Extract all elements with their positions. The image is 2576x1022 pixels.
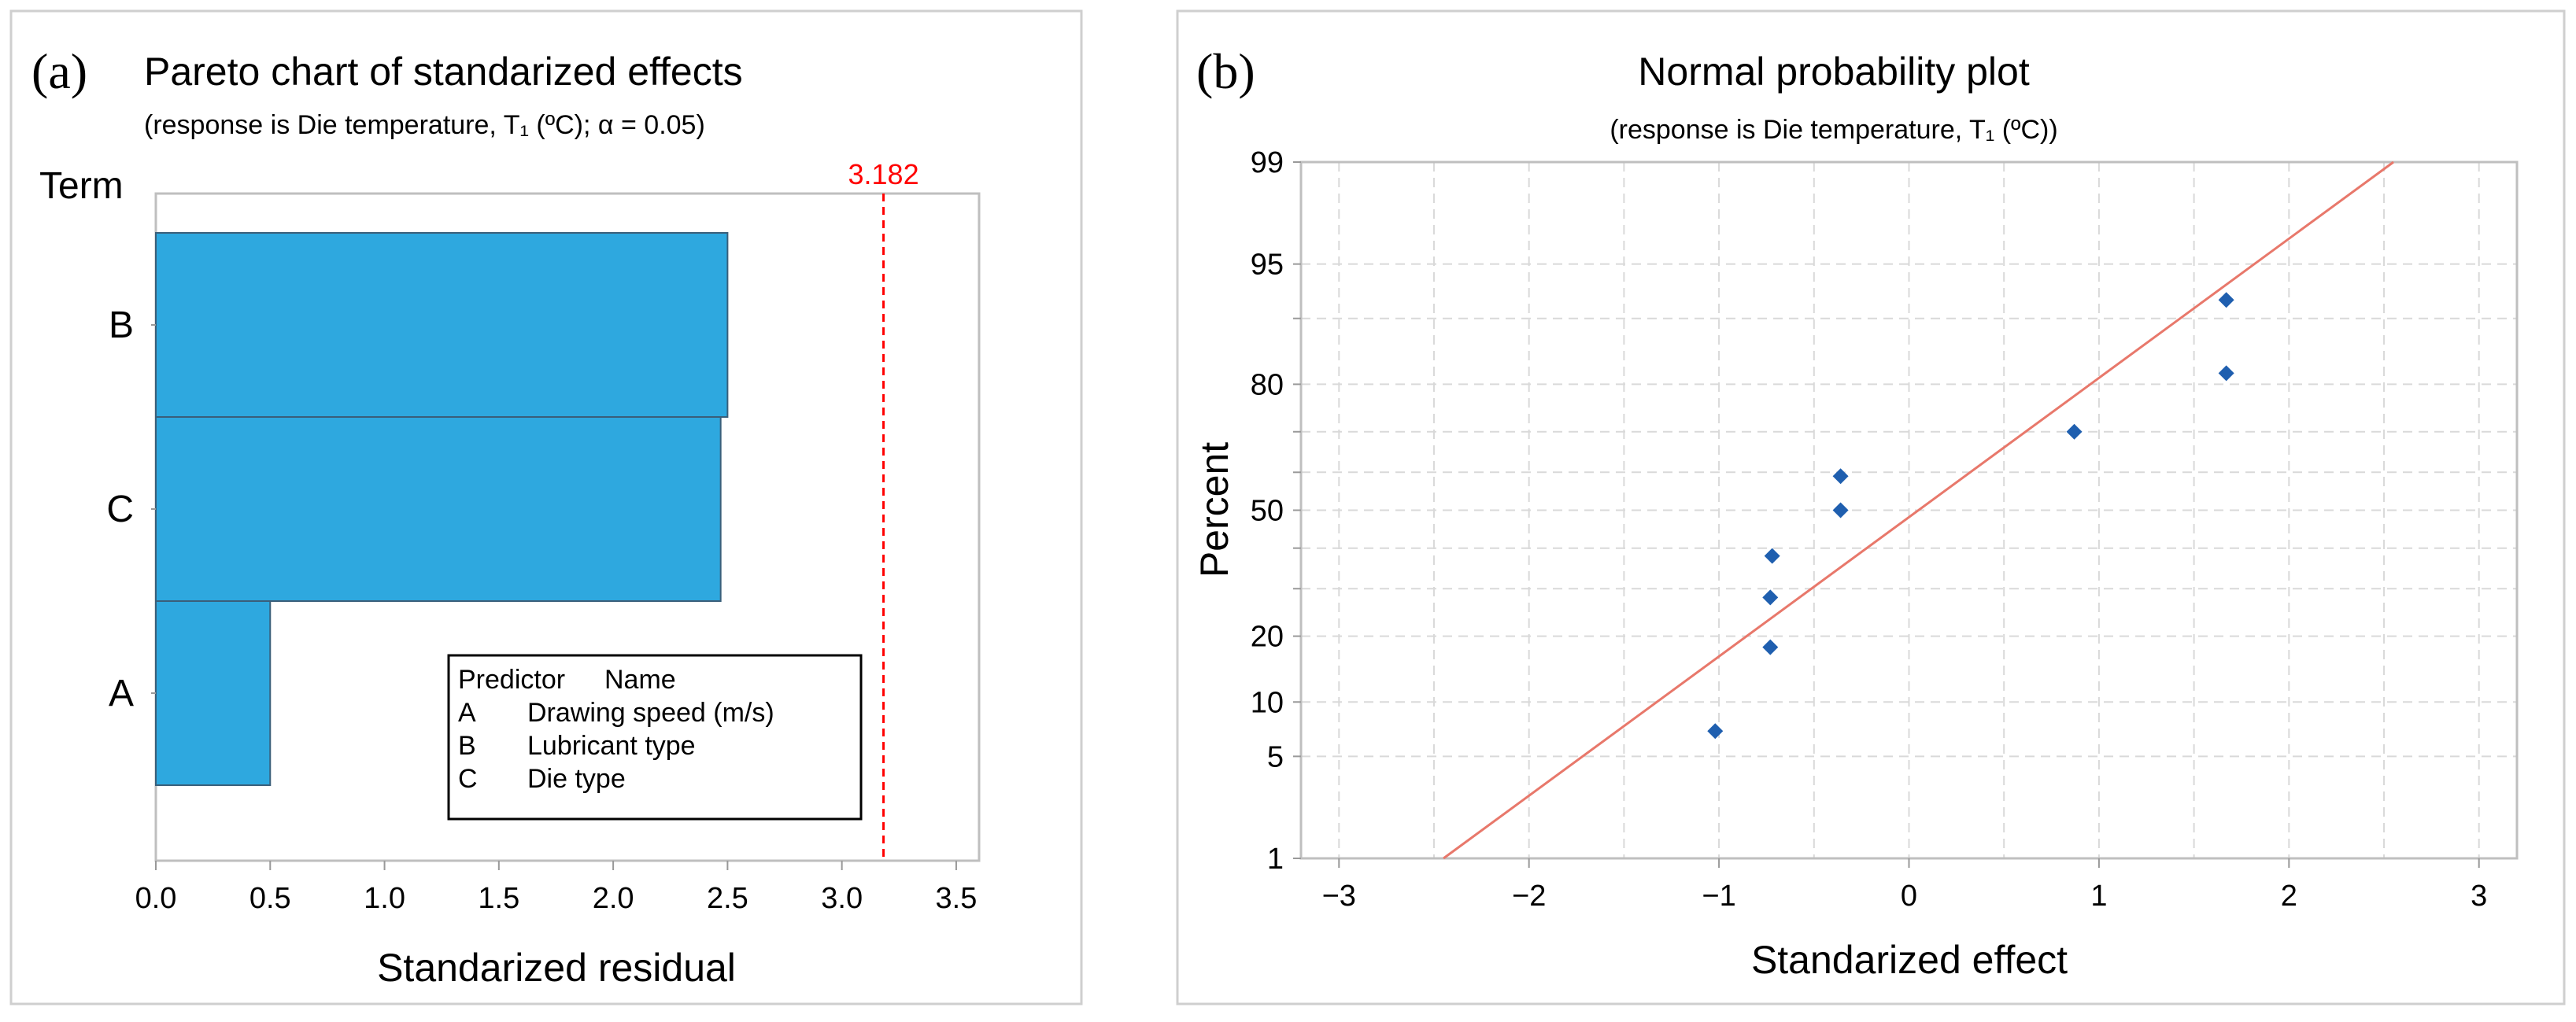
npp-title: Normal probability plot [1638, 50, 2030, 94]
npp-point-4 [1764, 548, 1780, 564]
npp-y-tick-label: 10 [1251, 686, 1284, 719]
pareto-y-axis-label: Term [39, 165, 124, 207]
pareto-x-axis-label: Standarized residual [377, 946, 736, 990]
npp-y-tick-label: 5 [1267, 740, 1284, 773]
pareto-legend: Predictor Name A Drawing speed (m/s) B L… [447, 654, 863, 821]
npp-y-tick-label: 1 [1267, 843, 1284, 876]
npp-x-ticks: −3 −2 −1 0 1 2 3 [1322, 858, 2487, 913]
pareto-category-labels: B C A [106, 304, 156, 714]
panel-b-label: (b) [1196, 43, 1255, 99]
npp-point-3 [1762, 589, 1779, 606]
legend-key-b: B [458, 731, 476, 761]
npp-y-tick-label: 99 [1251, 146, 1284, 179]
bar-a [155, 600, 272, 786]
npp-point-8 [2218, 365, 2234, 382]
pareto-x-tick-label: 1.0 [364, 882, 405, 915]
npp-y-tick-label: 50 [1251, 495, 1284, 528]
panel-b-frame [1176, 9, 2566, 1005]
npp-x-tick-label: −1 [1702, 880, 1735, 913]
pareto-bars [155, 232, 729, 786]
npp-y-ticks: 1 5 10 20 50 80 95 99 [1251, 146, 1301, 876]
pareto-legend-box [447, 654, 863, 821]
npp-point-9 [2218, 292, 2234, 308]
category-label-b: B [109, 304, 134, 346]
pareto-x-tick-label: 2.0 [593, 882, 634, 915]
pareto-x-tick-label: 3.5 [936, 882, 978, 915]
npp-point-5 [1832, 502, 1849, 518]
panel-a-label: (a) [31, 43, 87, 99]
npp-x-tick-label: −2 [1512, 880, 1546, 913]
legend-header-predictor: Predictor [458, 665, 565, 695]
npp-subtitle: (response is Die temperature, T₁ (ºC)) [1610, 115, 2057, 145]
npp-x-tick-label: −3 [1322, 880, 1356, 913]
npp-point-1 [1707, 723, 1724, 740]
pareto-title: Pareto chart of standarized effects [144, 50, 743, 94]
npp-x-tick-label: 1 [2090, 880, 2107, 913]
npp-fit-line [1443, 160, 2394, 860]
legend-name-b: Lubricant type [527, 731, 696, 761]
npp-point-2 [1762, 639, 1779, 655]
npp-x-tick-label: 0 [1901, 880, 1917, 913]
normal-probability-panel: (b) Normal probability plot (response is… [1176, 9, 2566, 1005]
pareto-x-tick-label: 0.5 [249, 882, 291, 915]
legend-key-a: A [458, 698, 476, 728]
pareto-x-tick-label: 1.5 [478, 882, 519, 915]
npp-points [1707, 292, 2234, 740]
npp-x-axis-label: Standarized effect [1751, 938, 2068, 982]
npp-y-tick-label: 80 [1251, 368, 1284, 401]
pareto-reference-label: 3.182 [848, 158, 919, 190]
npp-y-tick-label: 95 [1251, 249, 1284, 282]
pareto-subtitle: (response is Die temperature, T₁ (ºC); α… [144, 110, 705, 140]
pareto-chart-panel: (a) Pareto chart of standarized effects … [9, 9, 1083, 1005]
legend-header-name: Name [604, 665, 676, 695]
category-label-a: A [109, 673, 134, 714]
category-label-c: C [106, 489, 134, 530]
npp-point-6 [1832, 468, 1849, 485]
pareto-x-tick-label: 3.0 [821, 882, 863, 915]
npp-y-axis-label: Percent [1192, 442, 1236, 577]
npp-x-tick-label: 2 [2281, 880, 2297, 913]
legend-name-a: Drawing speed (m/s) [527, 698, 774, 728]
pareto-x-tick-label: 0.0 [135, 882, 177, 915]
legend-name-c: Die type [527, 764, 626, 794]
bar-c [155, 416, 722, 602]
pareto-x-tick-label: 2.5 [707, 882, 748, 915]
npp-point-7 [2066, 423, 2083, 440]
pareto-x-ticks: 0.0 0.5 1.0 1.5 2.0 2.5 3.0 3.5 [135, 861, 978, 915]
legend-key-c: C [458, 764, 478, 794]
npp-y-tick-label: 20 [1251, 621, 1284, 654]
bar-b [155, 232, 729, 418]
npp-x-tick-label: 3 [2471, 880, 2487, 913]
